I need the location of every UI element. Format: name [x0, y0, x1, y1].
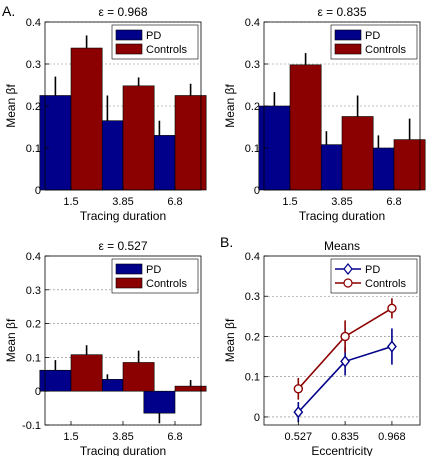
- bar-controls-3.85: [122, 362, 155, 392]
- x-tick-label: 0.835: [331, 431, 359, 443]
- y-tick-label: 0.1: [245, 143, 260, 155]
- y-tick-label: 0.3: [245, 291, 260, 303]
- x-axis-label: Tracing duration: [80, 444, 166, 456]
- y-tick-label: 0.4: [245, 251, 260, 263]
- legend-swatch-controls: [115, 43, 143, 55]
- legend-label-pd: PD: [146, 30, 161, 42]
- y-tick-label: 0.2: [26, 319, 41, 331]
- x-tick-label: 1.5: [63, 431, 78, 443]
- legend-label-controls: Controls: [146, 44, 187, 56]
- y-tick-label: 0.2: [26, 101, 41, 113]
- bar-controls-6.8: [174, 95, 207, 191]
- y-tick-label: 0.2: [245, 101, 260, 113]
- bar-controls-1.5: [70, 354, 103, 392]
- bar-pd-1.5: [258, 105, 291, 191]
- y-tick-label: 0: [254, 185, 260, 197]
- y-tick-label: 0.1: [245, 372, 260, 384]
- y-tick-label: 0.3: [26, 59, 41, 71]
- x-tick-label: 0.968: [378, 431, 406, 443]
- y-tick-label: -0.1: [22, 420, 41, 432]
- y-tick-label: 0.3: [26, 285, 41, 297]
- y-tick-label: 0: [35, 185, 41, 197]
- y-axis-label: Mean βf: [223, 84, 237, 128]
- bar-controls-1.5: [289, 64, 322, 191]
- x-axis-label: Tracing duration: [80, 209, 166, 223]
- chart-panel-1: 0 0.1 0.2 0.3 0.4 1.5 3.85 6.8 ε = 0.968 Tracing …: [4, 5, 207, 223]
- chart-title: ε = 0.835: [317, 5, 366, 19]
- chart-panel-3: -0.1 0 0.1 0.2 0.3 0.4 1.5 3.85 6.8 ε = 0.527 Trac…: [4, 239, 207, 456]
- chart-title: Means: [324, 239, 360, 253]
- y-tick-label: 0.3: [245, 59, 260, 71]
- legend-box: [330, 258, 418, 294]
- x-tick-label: 0.527: [285, 431, 313, 443]
- legend-label-pd: PD: [146, 264, 161, 276]
- bar-controls-6.8: [174, 385, 207, 392]
- legend-label-pd: PD: [365, 264, 380, 276]
- marker-controls-0.527: [293, 384, 304, 394]
- y-tick-label: 0: [35, 386, 41, 398]
- marker-pd-0.527: [293, 406, 304, 419]
- legend-swatch-pd: [334, 29, 362, 41]
- bar-controls-1.5: [70, 47, 103, 191]
- legend: PD Controls: [111, 258, 199, 294]
- panel-label-b: B.: [220, 234, 233, 250]
- y-tick-label: 0: [254, 412, 260, 424]
- chart-panel-4: 0 0.1 0.2 0.3 0.4 0.527 0.835 0.968 Means Eccentr…: [223, 239, 421, 456]
- y-tick-label: 0.4: [245, 17, 260, 29]
- chart-panel-2: 0 0.1 0.2 0.3 0.4 1.5 3.85 6.8 ε = 0.835 Tracing …: [223, 5, 426, 223]
- bar-controls-3.85: [122, 85, 155, 191]
- x-tick-label: 6.8: [386, 196, 401, 208]
- marker-controls-0.835: [340, 331, 350, 342]
- legend-marker-controls: [343, 278, 353, 288]
- x-tick-label: 1.5: [63, 196, 78, 208]
- y-axis-label: Mean βf: [223, 318, 237, 362]
- legend: PD Controls: [330, 24, 418, 60]
- legend: PD Controls: [111, 24, 199, 60]
- x-tick-label: 6.8: [167, 196, 182, 208]
- marker-pd-0.835: [340, 355, 351, 368]
- x-tick-label: 3.85: [112, 431, 133, 443]
- x-tick-label: 1.5: [282, 196, 297, 208]
- bar-pd-1.5: [39, 95, 72, 191]
- panel-label-a: A.: [2, 3, 15, 19]
- bar-controls-6.8: [393, 139, 426, 191]
- x-tick-label: 6.8: [167, 431, 182, 443]
- y-axis-label: Mean βf: [4, 84, 18, 128]
- legend-label-controls: Controls: [365, 278, 406, 290]
- plot-frame: [263, 255, 421, 426]
- y-tick-label: 0.1: [26, 352, 41, 364]
- chart-title: ε = 0.527: [98, 239, 147, 253]
- legend-swatch-controls: [115, 277, 143, 289]
- marker-controls-0.968: [387, 303, 397, 314]
- y-axis-label: Mean βf: [4, 318, 18, 362]
- legend-label-controls: Controls: [365, 44, 406, 56]
- x-axis-label: Eccentricity: [311, 444, 372, 456]
- bar-pd-6.8: [143, 390, 176, 414]
- bar-pd-1.5: [39, 369, 72, 392]
- y-tick-label: 0.4: [26, 251, 41, 263]
- bar-controls-3.85: [341, 116, 374, 191]
- chart-title: ε = 0.968: [98, 5, 147, 19]
- legend-swatch-pd: [115, 263, 143, 275]
- x-tick-label: 3.85: [112, 196, 133, 208]
- x-tick-label: 3.85: [331, 196, 352, 208]
- y-tick-label: 0.4: [26, 17, 41, 29]
- y-tick-label: 0.1: [26, 143, 41, 155]
- legend-swatch-controls: [334, 43, 362, 55]
- legend-marker-pd: [343, 263, 353, 275]
- legend-label-controls: Controls: [146, 278, 187, 290]
- marker-pd-0.968: [387, 340, 397, 353]
- legend-swatch-pd: [115, 29, 143, 41]
- x-axis-label: Tracing duration: [299, 209, 385, 223]
- legend: PD Controls: [330, 258, 418, 294]
- y-tick-label: 0.2: [245, 331, 260, 343]
- legend-label-pd: PD: [365, 30, 380, 42]
